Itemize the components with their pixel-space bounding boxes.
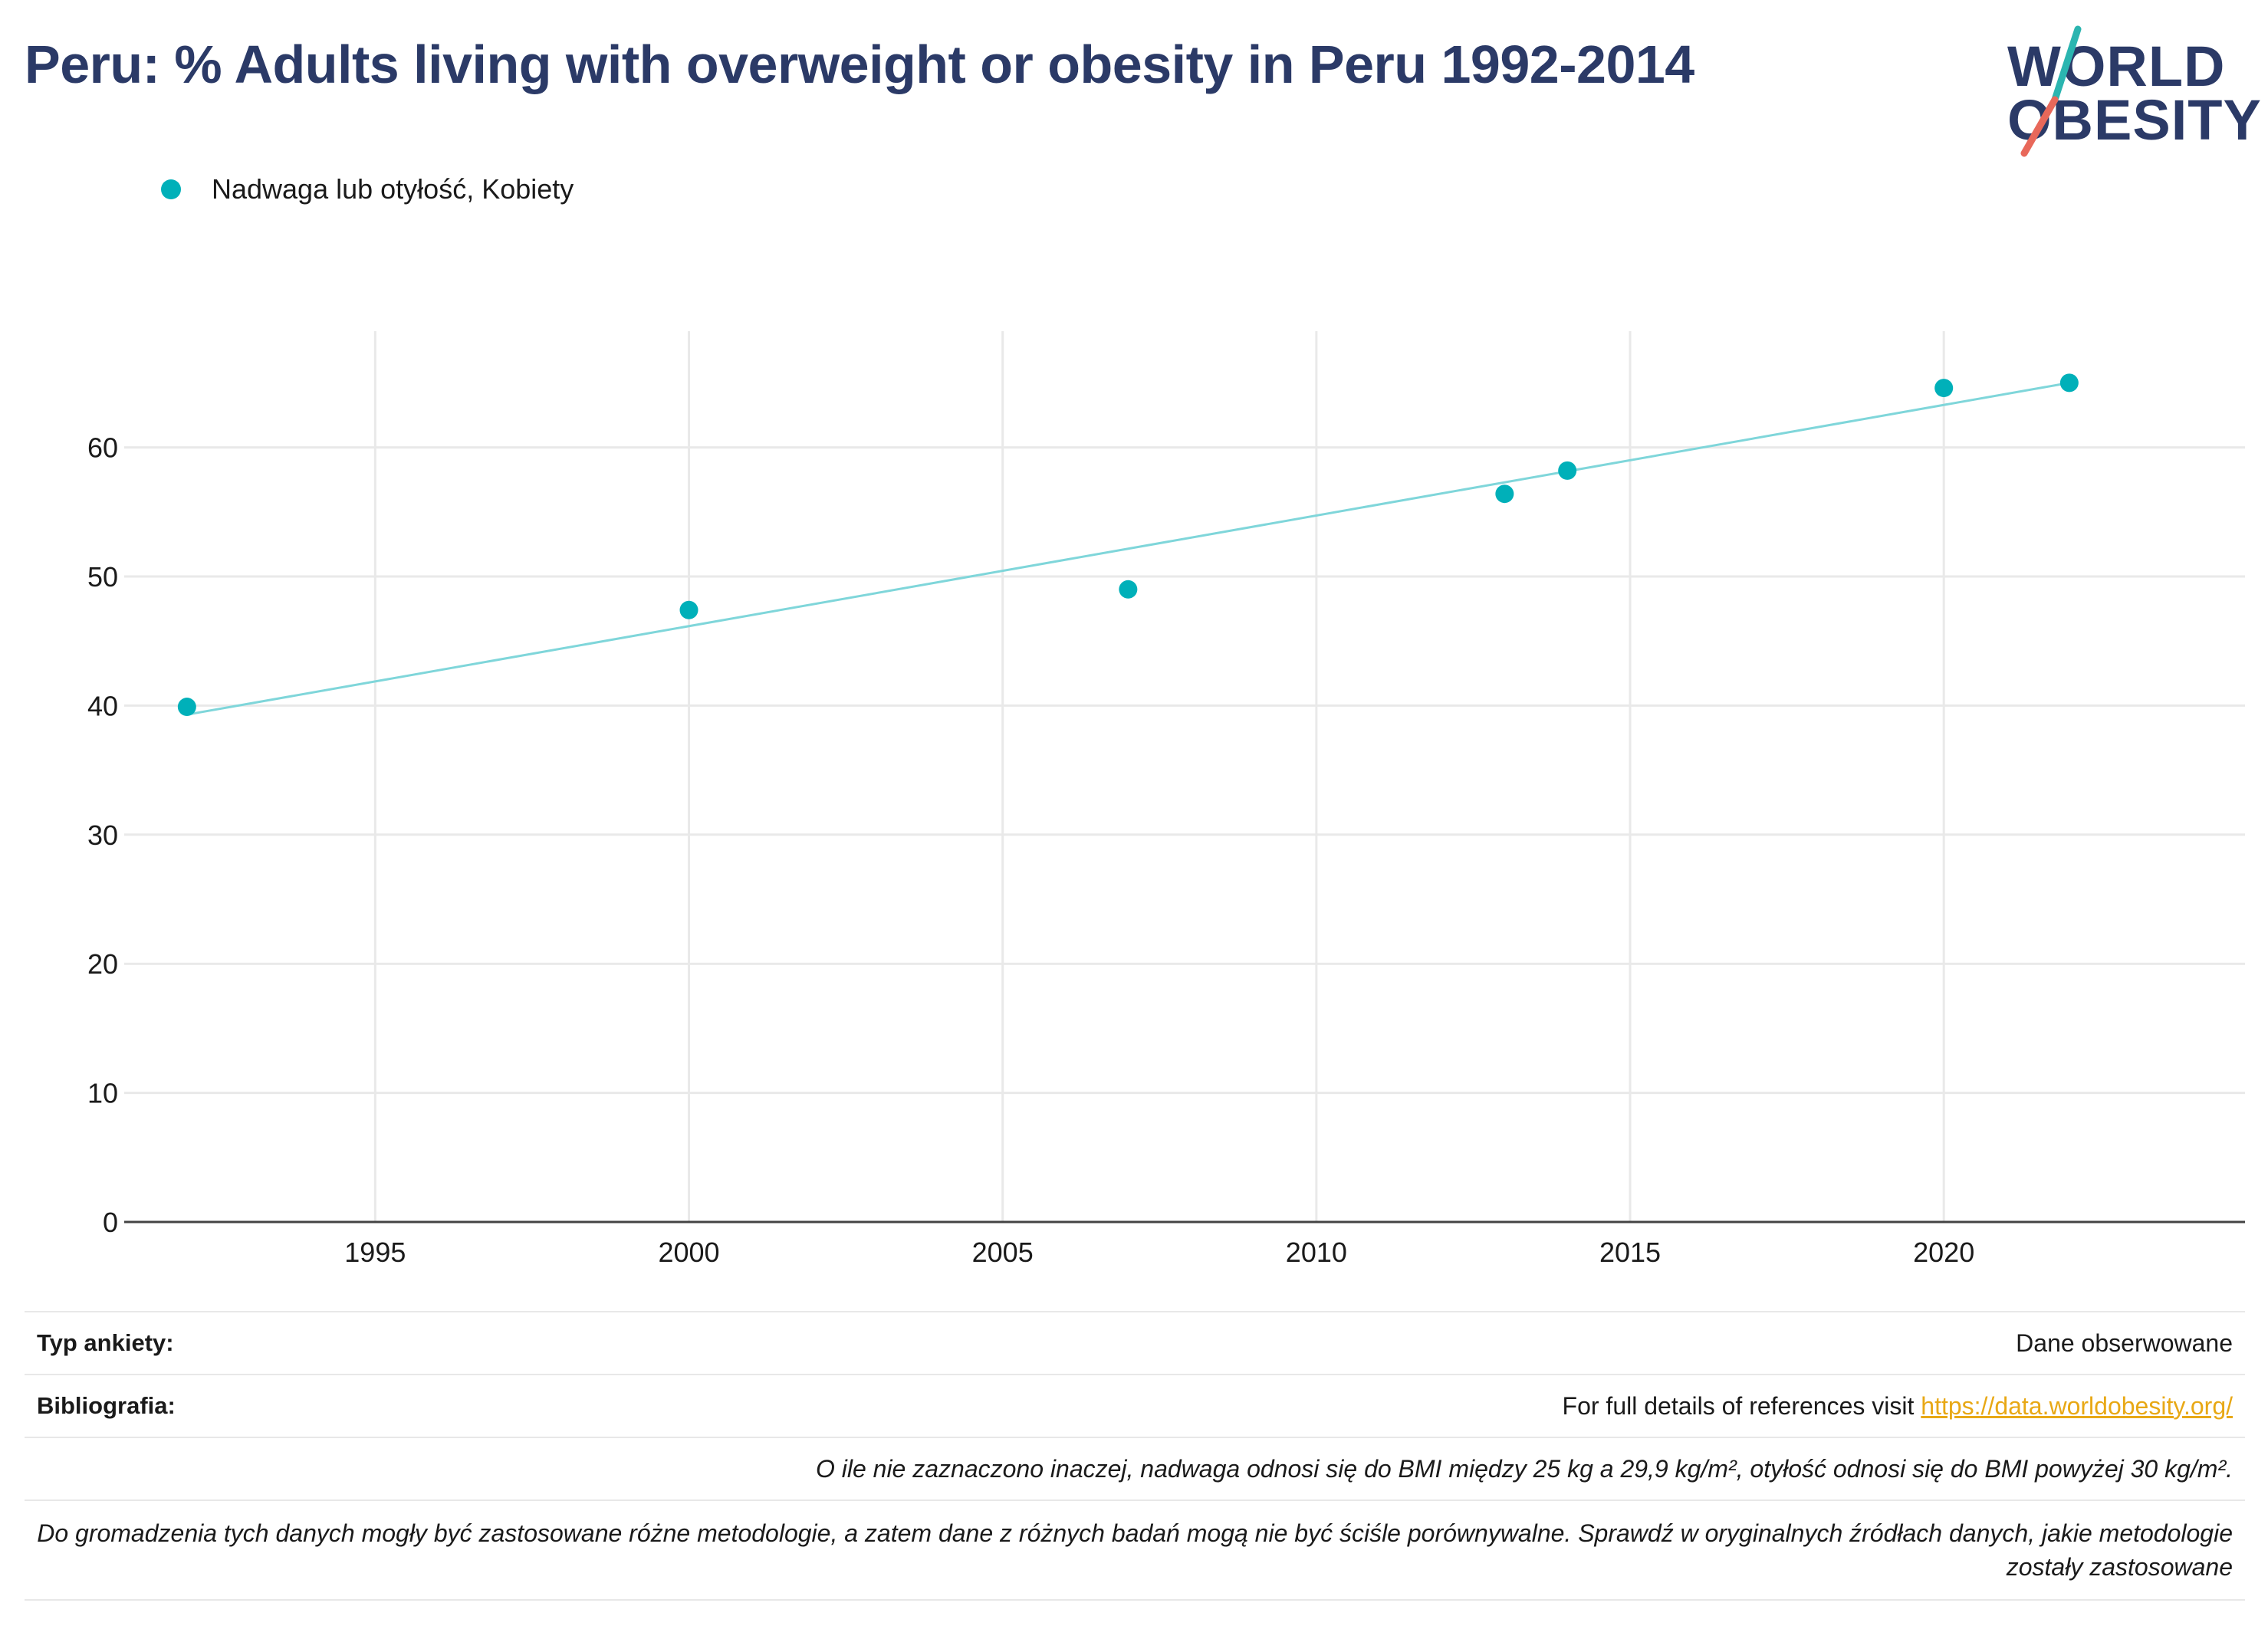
data-point: [1934, 379, 1954, 398]
x-tick-label: 2010: [1286, 1237, 1347, 1268]
info-row-methods-note: Do gromadzenia tych danych mogły być zas…: [25, 1499, 2245, 1601]
data-point: [177, 698, 196, 717]
data-point: [1558, 461, 1577, 480]
x-tick-label: 2000: [658, 1237, 719, 1268]
y-tick-label: 30: [87, 820, 118, 851]
y-tick-label: 0: [103, 1207, 118, 1238]
bibliography-text: For full details of references visit: [1562, 1391, 1921, 1420]
logo-line-1: WORLD: [2007, 34, 2226, 98]
trend-line: [186, 381, 2070, 716]
bibliography-value: For full details of references visit htt…: [1563, 1392, 2233, 1421]
data-point: [1495, 484, 1514, 504]
y-tick-label: 20: [87, 948, 118, 980]
info-row-survey-type: Typ ankiety: Dane obserwowane: [25, 1311, 2245, 1374]
world-obesity-logo: WORLD OBESITY: [1994, 23, 2261, 161]
data-point: [2059, 373, 2079, 393]
methods-note: Do gromadzenia tych danych mogły być zas…: [37, 1519, 2233, 1581]
survey-type-key: Typ ankiety:: [37, 1329, 174, 1356]
x-tick-label: 2020: [1913, 1237, 1974, 1268]
info-row-bmi-note: O ile nie zaznaczono inaczej, nadwaga od…: [25, 1437, 2245, 1499]
y-tick-label: 60: [87, 432, 118, 464]
page-title: Peru: % Adults living with overweight or…: [25, 34, 1694, 94]
legend-label: Nadwaga lub otyłość, Kobiety: [212, 173, 574, 205]
x-tick-label: 1995: [344, 1237, 406, 1268]
logo-line-2: OBESITY: [2007, 88, 2262, 152]
x-tick-label: 2015: [1599, 1237, 1661, 1268]
y-tick-label: 10: [87, 1078, 118, 1109]
info-row-bibliography: Bibliografia: For full details of refere…: [25, 1374, 2245, 1437]
bmi-note: O ile nie zaznaczono inaczej, nadwaga od…: [815, 1455, 2233, 1483]
chart-legend[interactable]: Nadwaga lub otyłość, Kobiety: [161, 173, 574, 205]
info-table: Typ ankiety: Dane obserwowane Bibliograf…: [25, 1311, 2245, 1601]
bibliography-link[interactable]: https://data.worldobesity.org/: [1921, 1391, 2233, 1420]
legend-marker: [161, 179, 181, 199]
bibliography-key: Bibliografia:: [37, 1392, 176, 1419]
survey-type-value: Dane obserwowane: [2016, 1329, 2233, 1357]
y-tick-label: 50: [87, 561, 118, 593]
line-chart: 1995 2000 2005 2010 2015 2020 0 10 20 30 40 50 60: [87, 331, 2245, 1268]
x-tick-label: 2005: [972, 1237, 1034, 1268]
data-point: [679, 600, 698, 619]
data-point: [1119, 580, 1138, 599]
logo-slash-icon: [2020, 25, 2082, 157]
y-tick-label: 40: [87, 690, 118, 721]
